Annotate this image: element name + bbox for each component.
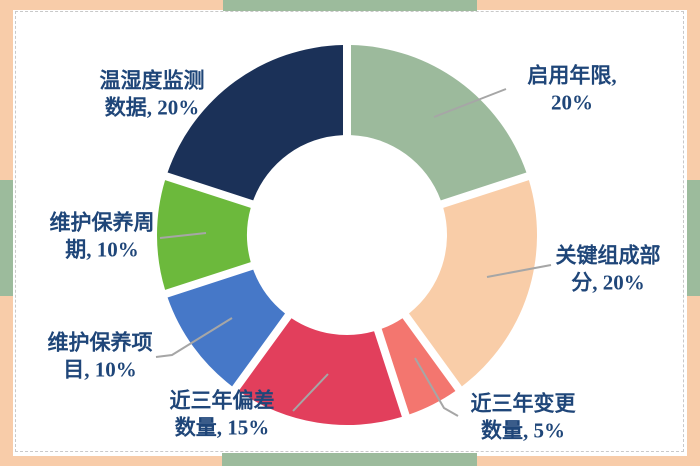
frame-accent-right bbox=[687, 180, 700, 296]
leader-line-5 bbox=[159, 232, 207, 239]
frame-accent-bottom bbox=[222, 453, 477, 466]
frame-accent-left bbox=[0, 180, 13, 296]
donut-segment-2 bbox=[381, 318, 456, 415]
frame-accent-top bbox=[223, 0, 477, 13]
leader-line-2 bbox=[414, 357, 459, 417]
donut-segment-6 bbox=[167, 45, 343, 201]
leader-line-1 bbox=[486, 264, 552, 278]
leader-line-4 bbox=[155, 317, 233, 358]
donut-segment-1 bbox=[408, 180, 538, 387]
donut-segment-0 bbox=[351, 45, 527, 201]
donut-segment-5 bbox=[156, 180, 251, 290]
leader-line-0 bbox=[433, 88, 507, 118]
donut-segment-4 bbox=[167, 269, 286, 387]
leader-line-3 bbox=[292, 373, 329, 412]
donut-segment-3 bbox=[238, 318, 402, 426]
